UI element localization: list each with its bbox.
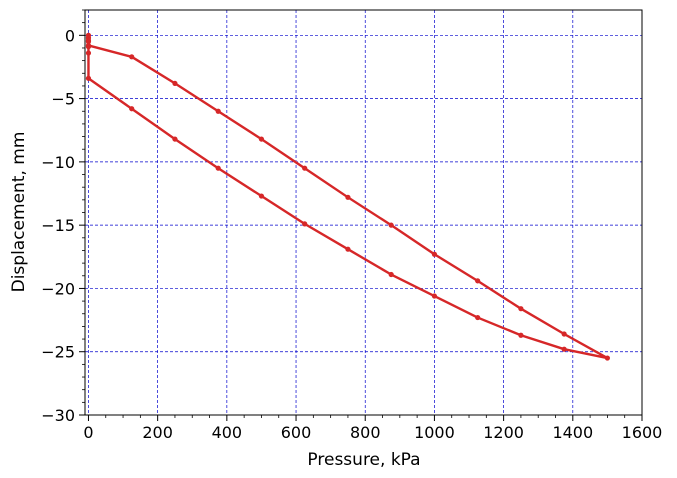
y-tick-label: −20 [41,279,75,298]
y-axis-label: Displacement, mm [9,132,29,293]
data-point [475,278,481,284]
ticks: 0 200 400 600 800 1000 1200 1400 1600 0 −5 −10 −15 −2… [41,9,663,442]
data-point [604,355,611,361]
data-point [388,271,394,278]
x-tick-label: 0 [83,423,93,442]
y-tick-label: −5 [51,90,75,109]
data-point [85,75,92,81]
x-tick-label: 1200 [483,423,524,442]
data-point [302,221,308,227]
x-tick-label: 400 [212,423,243,442]
x-tick-label: 800 [350,423,381,442]
data-point [561,331,567,337]
data-point [302,165,308,171]
data-point [85,44,92,50]
y-tick-label: −15 [41,216,75,235]
grid [85,10,642,415]
y-tick-label: −30 [41,406,75,425]
data-point [129,54,135,60]
data-point [345,246,351,252]
data-point [85,37,92,43]
data-point [518,332,524,338]
data-point [431,293,438,299]
data-point [345,194,351,200]
data-point [215,165,221,171]
y-tick-label: −10 [41,153,75,172]
y-tick-label: −25 [41,343,75,362]
data-point [172,136,178,142]
x-tick-label: 200 [142,423,173,442]
x-tick-label: 1600 [622,423,663,442]
data-point [518,306,524,312]
data-point [258,136,265,142]
data-point [388,222,394,228]
series-layer [85,32,611,361]
x-tick-label: 600 [281,423,312,442]
data-point [215,108,221,114]
y-tick-label: 0 [65,26,75,45]
data-point [85,50,92,56]
data-point [172,80,178,87]
plot-area [85,10,642,415]
data-point [475,314,481,321]
x-tick-label: 1400 [552,423,593,442]
x-axis-label: Pressure, kPa [307,450,420,470]
data-point [129,106,135,112]
data-point [431,251,438,257]
data-point [258,193,265,199]
data-point [561,346,567,352]
x-tick-label: 1000 [414,423,455,442]
